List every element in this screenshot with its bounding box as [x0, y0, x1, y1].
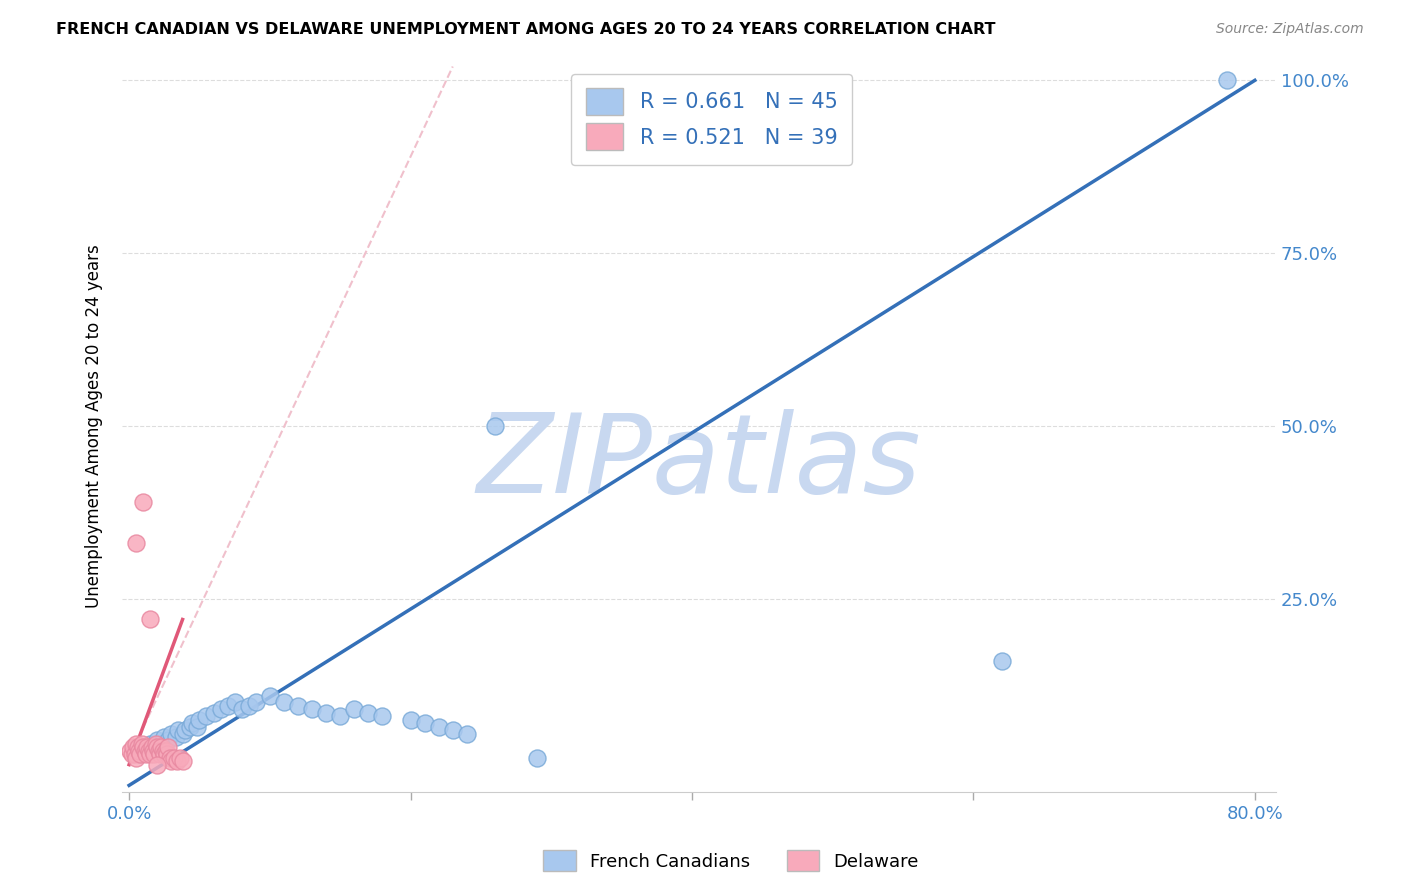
- Point: [128, 744, 150, 758]
- Point: [146, 733, 169, 747]
- Point: [159, 750, 181, 764]
- Point: [157, 740, 180, 755]
- Point: [143, 747, 166, 762]
- Legend: R = 0.661   N = 45, R = 0.521   N = 39: R = 0.661 N = 45, R = 0.521 N = 39: [571, 74, 852, 165]
- Point: [148, 744, 170, 758]
- Point: [357, 706, 380, 720]
- Point: [172, 726, 194, 740]
- Point: [484, 419, 506, 434]
- Point: [399, 713, 422, 727]
- Point: [202, 706, 225, 720]
- Point: [165, 730, 187, 744]
- Point: [132, 740, 155, 755]
- Point: [163, 750, 186, 764]
- Point: [152, 744, 174, 758]
- Point: [329, 709, 352, 723]
- Point: [139, 612, 162, 626]
- Point: [166, 754, 188, 768]
- Point: [167, 723, 190, 737]
- Point: [149, 747, 172, 762]
- Point: [150, 740, 173, 755]
- Point: [160, 726, 183, 740]
- Point: [141, 740, 163, 755]
- Point: [146, 740, 169, 755]
- Point: [125, 737, 148, 751]
- Point: [441, 723, 464, 737]
- Point: [371, 709, 394, 723]
- Point: [160, 754, 183, 768]
- Point: [122, 740, 145, 755]
- Point: [273, 695, 295, 709]
- Point: [138, 744, 160, 758]
- Point: [155, 744, 177, 758]
- Text: FRENCH CANADIAN VS DELAWARE UNEMPLOYMENT AMONG AGES 20 TO 24 YEARS CORRELATION C: FRENCH CANADIAN VS DELAWARE UNEMPLOYMENT…: [56, 22, 995, 37]
- Point: [181, 716, 204, 731]
- Point: [134, 744, 156, 758]
- Point: [526, 750, 548, 764]
- Point: [145, 737, 167, 751]
- Point: [136, 740, 159, 755]
- Point: [456, 726, 478, 740]
- Point: [990, 654, 1012, 668]
- Point: [238, 698, 260, 713]
- Point: [156, 747, 179, 762]
- Point: [146, 757, 169, 772]
- Point: [125, 744, 148, 758]
- Point: [287, 698, 309, 713]
- Point: [413, 716, 436, 731]
- Y-axis label: Unemployment Among Ages 20 to 24 years: Unemployment Among Ages 20 to 24 years: [86, 244, 103, 607]
- Point: [142, 744, 165, 758]
- Point: [301, 702, 323, 716]
- Point: [217, 698, 239, 713]
- Text: Source: ZipAtlas.com: Source: ZipAtlas.com: [1216, 22, 1364, 37]
- Point: [1215, 73, 1237, 87]
- Point: [157, 733, 180, 747]
- Point: [169, 750, 191, 764]
- Point: [120, 744, 142, 758]
- Point: [343, 702, 366, 716]
- Point: [174, 723, 197, 737]
- Point: [149, 737, 172, 751]
- Point: [132, 495, 155, 509]
- Point: [135, 747, 157, 762]
- Point: [153, 730, 176, 744]
- Point: [195, 709, 218, 723]
- Point: [179, 720, 201, 734]
- Point: [153, 747, 176, 762]
- Point: [209, 702, 232, 716]
- Point: [259, 689, 281, 703]
- Point: [135, 744, 157, 758]
- Text: ZIPatlas: ZIPatlas: [477, 409, 921, 516]
- Point: [427, 720, 450, 734]
- Point: [231, 702, 253, 716]
- Point: [139, 737, 162, 751]
- Point: [186, 720, 208, 734]
- Point: [129, 747, 152, 762]
- Point: [245, 695, 267, 709]
- Point: [132, 740, 155, 755]
- Point: [143, 740, 166, 755]
- Point: [121, 747, 143, 762]
- Point: [172, 754, 194, 768]
- Point: [224, 695, 246, 709]
- Point: [315, 706, 337, 720]
- Point: [125, 536, 148, 550]
- Legend: French Canadians, Delaware: French Canadians, Delaware: [536, 843, 927, 879]
- Point: [127, 740, 149, 755]
- Point: [124, 747, 146, 762]
- Point: [131, 737, 153, 751]
- Point: [139, 747, 162, 762]
- Point: [129, 747, 152, 762]
- Point: [188, 713, 211, 727]
- Point: [125, 750, 148, 764]
